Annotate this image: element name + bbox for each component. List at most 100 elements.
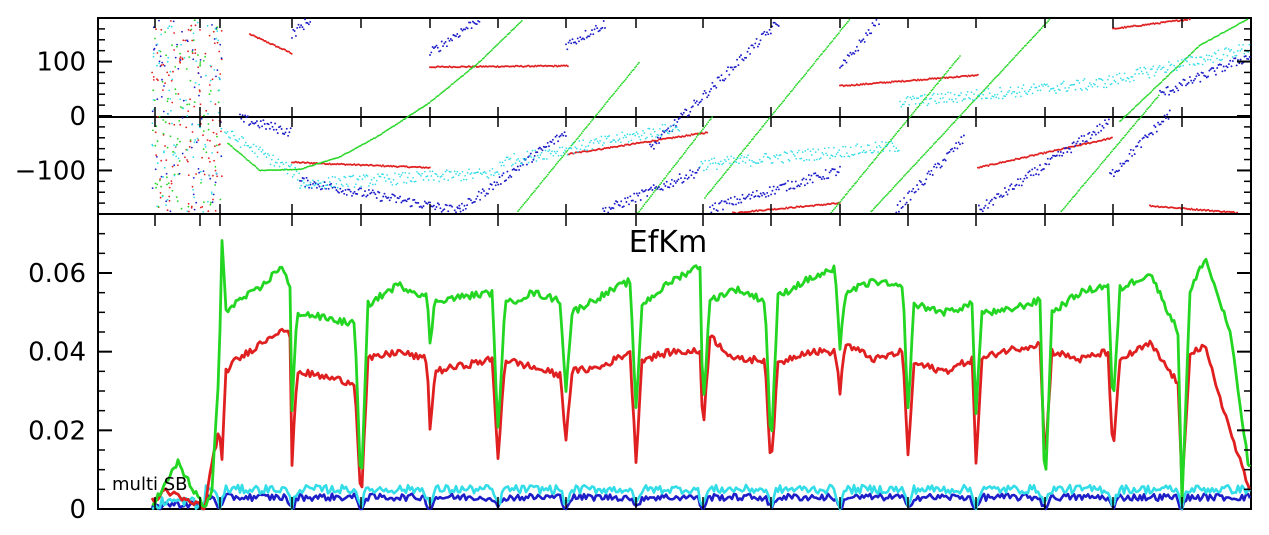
- blue-phase-point: [1129, 148, 1132, 151]
- green-phase-point: [292, 168, 294, 171]
- cyan-phase-point: [573, 152, 575, 155]
- cyan-phase-point: [216, 30, 219, 32]
- cyan-phase-point: [962, 98, 965, 101]
- blue-phase-point: [565, 43, 567, 46]
- cyan-phase-point: [886, 144, 889, 147]
- green-phase-point: [606, 100, 609, 103]
- blue-phase-point: [186, 40, 189, 43]
- cyan-phase-point: [319, 182, 322, 184]
- blue-phase-point: [920, 181, 922, 183]
- cyan-phase-point: [1030, 86, 1033, 89]
- green-phase-point: [1121, 117, 1124, 120]
- cyan-phase-point: [669, 125, 672, 128]
- green-phase-point: [162, 119, 165, 121]
- cyan-phase-point: [1222, 53, 1225, 56]
- blue-phase-point: [1168, 93, 1171, 96]
- green-phase-point: [178, 160, 181, 162]
- green-phase-point: [1061, 209, 1064, 211]
- blue-phase-point: [622, 205, 625, 208]
- cyan-phase-point: [1031, 92, 1034, 95]
- green-phase-point: [1005, 65, 1008, 67]
- blue-phase-point: [1071, 142, 1074, 145]
- cyan-phase-point: [1204, 60, 1207, 62]
- green-phase-point: [832, 38, 835, 40]
- cyan-phase-point: [169, 70, 172, 73]
- green-phase-point: [674, 163, 677, 166]
- green-phase-point: [1068, 201, 1070, 203]
- green-phase-point: [154, 144, 157, 147]
- cyan-phase-point: [700, 160, 703, 163]
- blue-phase-point: [744, 197, 747, 200]
- blue-phase-point: [935, 166, 938, 169]
- green-phase-point: [453, 81, 456, 84]
- cyan-phase-point: [299, 187, 301, 189]
- green-phase-point: [899, 127, 902, 130]
- cyan-phase-point: [230, 130, 233, 133]
- green-phase-point: [991, 80, 994, 82]
- cyan-phase-point: [988, 92, 991, 95]
- green-phase-point: [744, 147, 747, 150]
- cyan-phase-point: [194, 82, 197, 84]
- blue-phase-point: [464, 28, 467, 31]
- blue-phase-point: [321, 187, 324, 190]
- cyan-phase-point: [874, 141, 877, 144]
- green-phase-point: [262, 169, 264, 172]
- cyan-phase-point: [309, 181, 312, 184]
- blue-phase-point: [249, 122, 252, 125]
- cyan-phase-point: [1065, 90, 1068, 93]
- blue-phase-point: [749, 52, 752, 55]
- blue-phase-point: [553, 142, 556, 145]
- blue-phase-point: [665, 180, 668, 183]
- green-phase-point: [856, 180, 859, 183]
- green-phase-point: [1227, 29, 1229, 32]
- blue-phase-point: [527, 156, 530, 159]
- green-phase-point: [926, 94, 929, 97]
- green-phase-point: [204, 55, 207, 58]
- green-phase-point: [189, 139, 192, 141]
- cyan-phase-point: [740, 154, 743, 157]
- blue-phase-point: [156, 98, 159, 101]
- cyan-phase-point: [1125, 80, 1127, 82]
- blue-phase-point: [1195, 75, 1198, 78]
- blue-phase-point: [667, 127, 670, 130]
- green-phase-point: [1009, 60, 1012, 63]
- blue-phase-point: [1159, 123, 1162, 126]
- cyan-phase-point: [747, 154, 749, 157]
- blue-phase-point: [193, 86, 196, 89]
- blue-phase-point: [720, 199, 723, 202]
- blue-phase-point: [1070, 151, 1073, 154]
- blue-phase-point: [728, 73, 731, 76]
- green-phase-point: [888, 190, 891, 193]
- green-phase-point: [654, 190, 656, 192]
- green-phase-point: [166, 100, 169, 103]
- blue-phase-point: [246, 115, 249, 118]
- blue-phase-point: [1191, 81, 1194, 84]
- blue-phase-point: [1177, 89, 1180, 92]
- green-phase-point: [927, 149, 930, 151]
- cyan-phase-point: [158, 62, 161, 65]
- cyan-phase-point: [661, 123, 664, 126]
- green-phase-point: [641, 207, 643, 210]
- blue-phase-point: [455, 211, 457, 214]
- blue-phase-point: [1005, 191, 1008, 194]
- cyan-phase-point: [229, 137, 232, 139]
- cyan-phase-point: [638, 136, 640, 138]
- green-phase-point: [254, 165, 257, 168]
- cyan-phase-point: [764, 152, 766, 155]
- cyan-phase-point: [152, 99, 155, 101]
- green-phase-point: [793, 86, 796, 89]
- cyan-phase-point: [1057, 88, 1060, 91]
- cyan-phase-point: [716, 168, 718, 171]
- cyan-phase-point: [704, 159, 707, 162]
- blue-phase-point: [649, 143, 651, 146]
- blue-phase-point: [339, 187, 342, 190]
- green-phase-point: [750, 138, 753, 141]
- green-phase-point: [517, 23, 519, 26]
- green-phase-point: [760, 128, 762, 131]
- green-phase-point: [1138, 118, 1141, 120]
- blue-phase-point: [734, 65, 737, 68]
- green-phase-point: [952, 122, 955, 124]
- cyan-phase-point: [992, 95, 995, 98]
- green-phase-point: [891, 137, 894, 140]
